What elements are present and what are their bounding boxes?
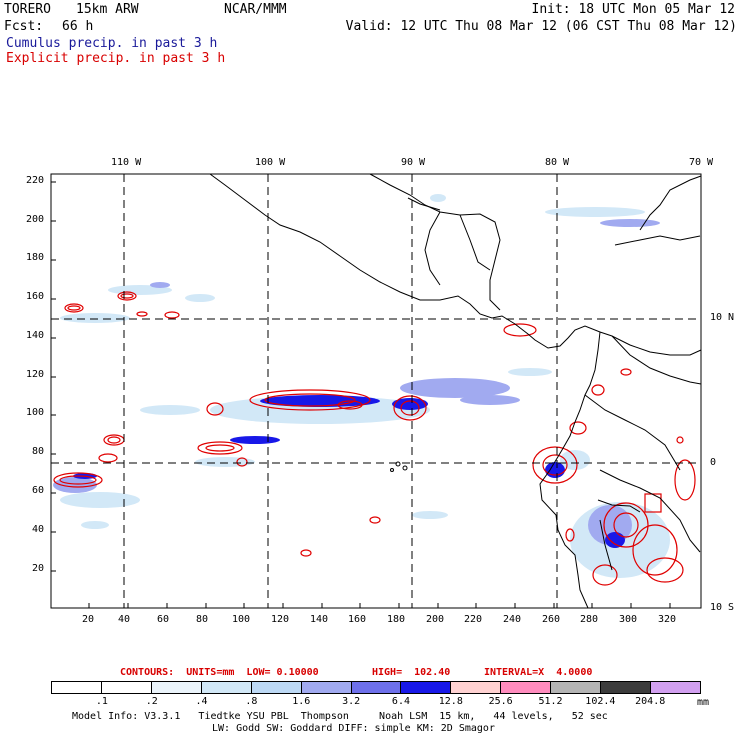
color-bar-cell (200, 682, 251, 693)
contours-units: CONTOURS: UNITS=mm LOW= 0.10000 (120, 667, 319, 678)
grid-y-label: 20 (32, 563, 45, 574)
grid-y-label: 180 (26, 252, 45, 263)
explicit-legend: Explicit precip. in past 3 h (6, 51, 226, 66)
color-bar-cell (600, 682, 651, 693)
grid-x-label: 300 (619, 614, 638, 625)
color-bar-cell (100, 682, 151, 693)
color-bar-label: 51.2 (538, 696, 563, 707)
color-bar-cell (400, 682, 451, 693)
grid-x-label: 160 (348, 614, 367, 625)
model-info-line1: Model Info: V3.3.1 Tiedtke YSU PBL Thomp… (72, 711, 608, 722)
grid-x-label: 260 (542, 614, 561, 625)
grid-y-label: 220 (26, 175, 45, 186)
color-bar-cell (350, 682, 401, 693)
color-bar-cell (300, 682, 351, 693)
grid-y-label: 120 (26, 369, 45, 380)
valid-time: Valid: 12 UTC Thu 08 Mar 12 (06 CST Thu … (345, 19, 737, 34)
grid-x-label: 200 (426, 614, 445, 625)
moderate-precip (53, 219, 660, 545)
lon-label: 100 W (255, 157, 286, 168)
color-bar-cell (150, 682, 201, 693)
lon-label: 70 W (689, 157, 714, 168)
color-bar-cell (52, 682, 101, 693)
color-bar-label: 102.4 (585, 696, 616, 707)
model-name: TORERO (4, 2, 51, 17)
bottom-ticks (88, 603, 671, 608)
color-bar-label: 12.8 (438, 696, 463, 707)
grid-x-label: 20 (82, 614, 95, 625)
grid-x-label: 180 (387, 614, 406, 625)
lon-label: 80 W (545, 157, 570, 168)
grid-y-label: 100 (26, 407, 45, 418)
grid-x-label: 240 (503, 614, 522, 625)
color-bar-label: .8 (245, 696, 258, 707)
color-bar (51, 681, 701, 694)
color-bar-label: .2 (145, 696, 158, 707)
lon-label: 90 W (401, 157, 426, 168)
map-frame (50, 173, 702, 609)
forecast-label: Fcst: (4, 19, 44, 34)
color-bar-unit: mm (697, 697, 710, 708)
lat-label: 0 (710, 457, 717, 468)
grid-y-label: 80 (32, 446, 45, 457)
color-bar-cell (450, 682, 501, 693)
grid-x-label: 60 (157, 614, 170, 625)
light-precip (60, 194, 670, 578)
grid-y-label: 60 (32, 485, 45, 496)
contours-high: HIGH= 102.40 (372, 667, 451, 678)
grid-x-label: 320 (658, 614, 677, 625)
color-bar-label: .4 (195, 696, 208, 707)
lat-label: 10 N (710, 312, 735, 323)
color-bar-cell (550, 682, 601, 693)
grid-y-label: 140 (26, 330, 45, 341)
forecast-hour: 66 h (62, 19, 94, 34)
color-bar-cell (250, 682, 301, 693)
color-bar-cell (500, 682, 551, 693)
color-bar-label: 25.6 (488, 696, 513, 707)
lon-label: 110 W (111, 157, 142, 168)
grid-y-label: 200 (26, 214, 45, 225)
color-bar-label: 3.2 (342, 696, 361, 707)
color-bar-label: 204.8 (635, 696, 666, 707)
left-ticks (51, 181, 56, 572)
grid-x-label: 40 (118, 614, 131, 625)
grid-x-label: 120 (271, 614, 290, 625)
grid-y-label: 40 (32, 524, 45, 535)
coastlines (209, 173, 702, 609)
color-bar-labels: .1 .2 .4 .8 1.6 3.2 6.4 12.8 25.6 51.2 102.4 204.8 (0, 697, 740, 709)
grid-x-label: 140 (310, 614, 329, 625)
init-time: Init: 18 UTC Mon 05 Mar 12 (531, 2, 736, 17)
grid-x-label: 100 (232, 614, 251, 625)
color-bar-label: .1 (95, 696, 108, 707)
grid-x-label: 220 (464, 614, 483, 625)
model-info-line2: LW: Godd SW: Goddard DIFF: simple KM: 2D… (212, 723, 495, 734)
latlon-grid (51, 174, 701, 608)
lat-label: 10 S (710, 602, 735, 613)
color-bar-cell (650, 682, 700, 693)
color-bar-label: 6.4 (391, 696, 410, 707)
color-bar-label: 1.6 (292, 696, 311, 707)
organization: NCAR/MMM (224, 2, 287, 17)
grid-x-label: 80 (196, 614, 209, 625)
explicit-contours (53, 291, 696, 586)
grid-y-label: 160 (26, 291, 45, 302)
cumulus-legend: Cumulus precip. in past 3 h (6, 36, 218, 51)
contours-interval: INTERVAL=X 4.0000 (484, 667, 593, 678)
grid-x-label: 280 (580, 614, 599, 625)
model-resolution: 15km ARW (76, 2, 139, 17)
